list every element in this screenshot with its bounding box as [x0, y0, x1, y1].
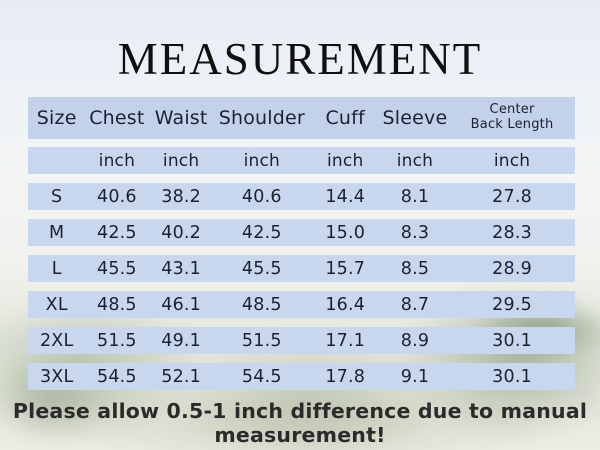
table-cell: 40.2 [161, 222, 201, 243]
table-cell: 40.6 [96, 186, 137, 207]
unit-cell: inch [327, 150, 364, 171]
size-label: L [51, 258, 62, 279]
column-header-cuff: Cuff [325, 107, 365, 129]
unit-cell [28, 147, 85, 174]
table-cell: 43.1 [161, 258, 201, 279]
table-cell: 8.3 [400, 222, 430, 243]
table-row-m: M 42.5 40.2 42.5 15.0 8.3 28.3 [28, 219, 575, 246]
table-cell: 15.0 [325, 222, 366, 243]
table-header-row: Size Chest Waist Shoulder Cuff Sleeve Ce… [28, 97, 575, 139]
column-header-size: Size [36, 107, 77, 129]
unit-cell: inch [162, 150, 200, 171]
table-cell: 30.1 [492, 366, 532, 387]
size-label: 2XL [39, 330, 74, 351]
table-row-s: S 40.6 38.2 40.6 14.4 8.1 27.8 [28, 183, 575, 210]
table-units-row: inch inch inch inch inch inch [28, 147, 575, 174]
table-cell: 45.5 [241, 258, 282, 279]
measurement-note: Please allow 0.5-1 inch difference due t… [12, 399, 588, 447]
table-cell: 51.5 [241, 330, 282, 351]
table-cell: 28.3 [492, 222, 532, 243]
table-cell: 46.1 [161, 294, 201, 315]
table-cell: 48.5 [96, 294, 137, 315]
table-row-l: L 45.5 43.1 45.5 15.7 8.5 28.9 [28, 255, 575, 282]
table-cell: 54.5 [241, 366, 282, 387]
table-row-2xl: 2XL 51.5 49.1 51.5 17.1 8.9 30.1 [28, 327, 575, 354]
unit-cell: inch [243, 150, 280, 171]
table-cell: 8.7 [400, 294, 430, 315]
table-cell: 16.4 [325, 294, 366, 315]
column-header-waist: Waist [154, 107, 208, 129]
table-cell: 8.1 [400, 186, 430, 207]
unit-cell: inch [396, 150, 434, 171]
table-cell: 17.8 [325, 366, 366, 387]
column-header-center-back-length: Center Back Length [470, 102, 554, 132]
table-cell: 48.5 [241, 294, 282, 315]
column-header-shoulder: Shoulder [218, 107, 305, 129]
table-cell: 30.1 [492, 330, 532, 351]
table-cell: 54.5 [96, 366, 137, 387]
table-cell: 42.5 [241, 222, 282, 243]
size-label: XL [45, 294, 68, 315]
table-cell: 29.5 [492, 294, 532, 315]
table-cell: 9.1 [400, 366, 430, 387]
page-title: MEASUREMENT [117, 34, 483, 84]
table-cell: 8.5 [400, 258, 430, 279]
table-cell: 28.9 [492, 258, 532, 279]
table-cell: 14.4 [325, 186, 366, 207]
table-cell: 52.1 [161, 366, 201, 387]
table-cell: 15.7 [325, 258, 366, 279]
table-row-xl: XL 48.5 46.1 48.5 16.4 8.7 29.5 [28, 291, 575, 318]
column-header-chest: Chest [89, 107, 145, 129]
unit-cell: inch [98, 150, 136, 171]
measurement-table: Size Chest Waist Shoulder Cuff Sleeve Ce… [28, 97, 575, 399]
table-cell: 51.5 [96, 330, 137, 351]
table-row-3xl: 3XL 54.5 52.1 54.5 17.8 9.1 30.1 [28, 363, 575, 390]
size-label: S [51, 186, 63, 207]
table-cell: 17.1 [325, 330, 366, 351]
size-label: M [49, 222, 65, 243]
table-cell: 8.9 [400, 330, 430, 351]
size-label: 3XL [39, 366, 74, 387]
table-cell: 49.1 [161, 330, 201, 351]
unit-cell: inch [493, 150, 531, 171]
table-cell: 38.2 [161, 186, 201, 207]
table-cell: 45.5 [96, 258, 137, 279]
table-cell: 27.8 [492, 186, 532, 207]
table-cell: 40.6 [241, 186, 282, 207]
column-header-sleeve: Sleeve [382, 107, 448, 129]
table-cell: 42.5 [96, 222, 137, 243]
